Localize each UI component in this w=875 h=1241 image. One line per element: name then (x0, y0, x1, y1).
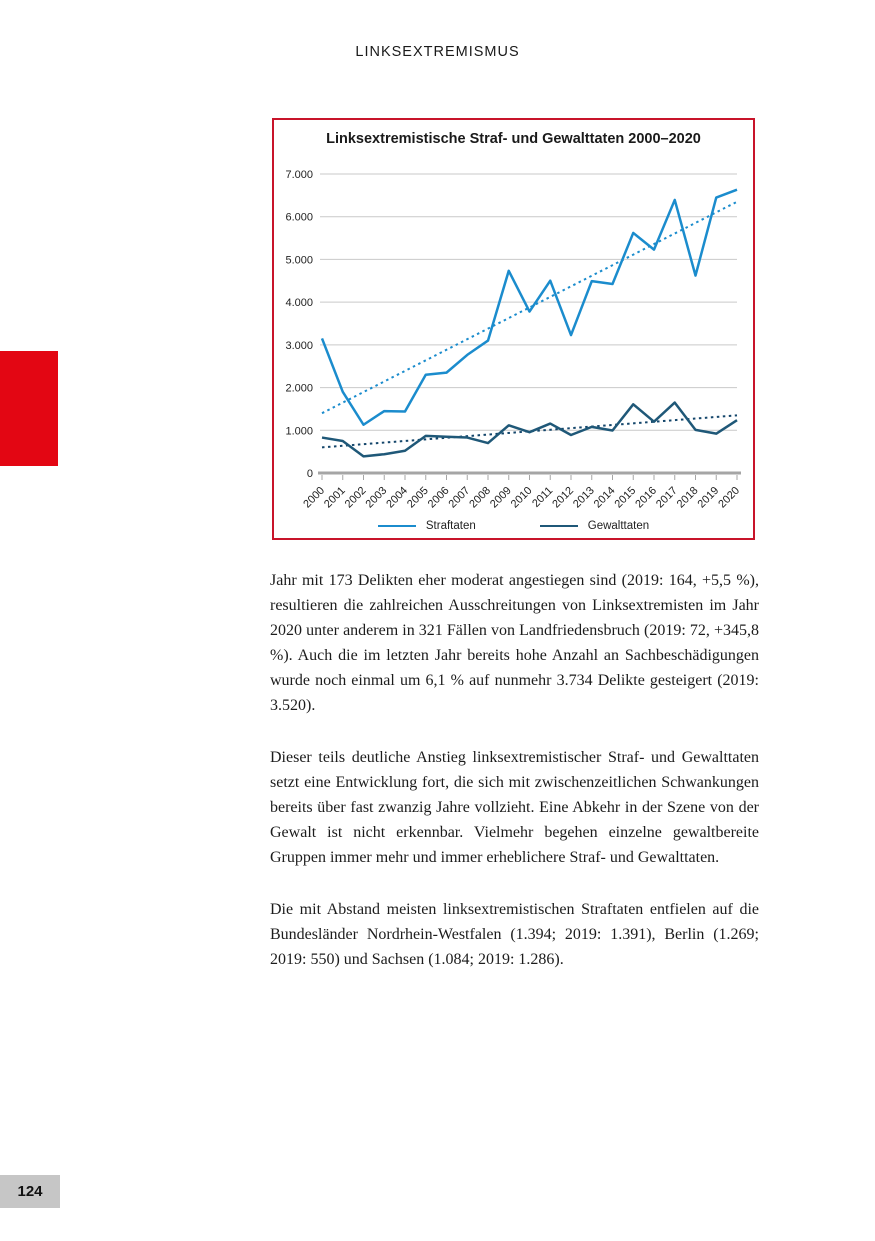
svg-text:5.000: 5.000 (285, 254, 313, 266)
chart-title: Linksextremistische Straf- und Gewalttat… (326, 131, 701, 147)
svg-text:2011: 2011 (530, 485, 555, 510)
paragraph-delikte-anstieg: Jahr mit 173 Delikten eher moderat anges… (270, 572, 759, 714)
svg-text:2009: 2009 (488, 485, 514, 511)
svg-text:3.000: 3.000 (285, 340, 313, 352)
svg-text:1.000: 1.000 (285, 425, 313, 437)
legend-item-straftaten: Straftaten (377, 520, 476, 532)
page-header-chapter-title: LINKSEXTREMISMUS (355, 44, 520, 60)
chart-legend: Straftaten Gewalttaten (274, 520, 753, 532)
svg-text:2014: 2014 (592, 485, 618, 511)
legend-label-gewalttaten: Gewalttaten (587, 520, 650, 532)
svg-text:2002: 2002 (343, 485, 369, 511)
svg-text:6.000: 6.000 (285, 212, 313, 224)
svg-text:2016: 2016 (633, 485, 659, 511)
crime-statistics-chart-box: Linksextremistische Straf- und Gewalttat… (272, 118, 755, 540)
svg-text:2005: 2005 (405, 485, 431, 511)
paragraph-bundeslaender: Die mit Abstand meisten linksextremistis… (270, 901, 759, 968)
svg-text:4.000: 4.000 (285, 297, 313, 309)
svg-text:2001: 2001 (322, 485, 348, 511)
svg-text:2015: 2015 (613, 485, 639, 511)
svg-text:2010: 2010 (509, 485, 535, 511)
svg-text:2013: 2013 (571, 485, 597, 511)
legend-label-straftaten: Straftaten (425, 520, 476, 532)
svg-text:2020: 2020 (716, 485, 742, 511)
svg-text:2019: 2019 (696, 485, 722, 511)
svg-text:2000: 2000 (301, 485, 327, 511)
straftaten-line-swatch (377, 525, 416, 527)
gewalttaten-line-swatch (539, 525, 578, 527)
svg-text:2.000: 2.000 (285, 383, 313, 395)
svg-text:2012: 2012 (550, 485, 576, 511)
svg-text:0: 0 (307, 468, 313, 480)
svg-text:2007: 2007 (447, 485, 473, 511)
svg-text:2003: 2003 (364, 485, 390, 511)
svg-text:2006: 2006 (426, 485, 452, 511)
svg-text:2017: 2017 (654, 485, 680, 511)
crime-chart-svg: 7.000 6.000 5.000 4.000 3.000 2.000 1.000 0 2000… (285, 169, 742, 511)
legend-item-gewalttaten: Gewalttaten (539, 520, 650, 532)
article-body: Jahr mit 173 Delikten eher moderat anges… (270, 568, 759, 999)
page-number: 124 (17, 1183, 43, 1200)
svg-text:2018: 2018 (675, 485, 701, 511)
svg-text:2008: 2008 (467, 485, 493, 511)
paragraph-entwicklung: Dieser teils deutliche Anstieg linksextr… (270, 749, 759, 866)
chapter-edge-tab (0, 351, 58, 466)
svg-text:2004: 2004 (384, 485, 410, 511)
page-number-badge: 124 (0, 1175, 60, 1208)
svg-text:7.000: 7.000 (285, 169, 313, 181)
